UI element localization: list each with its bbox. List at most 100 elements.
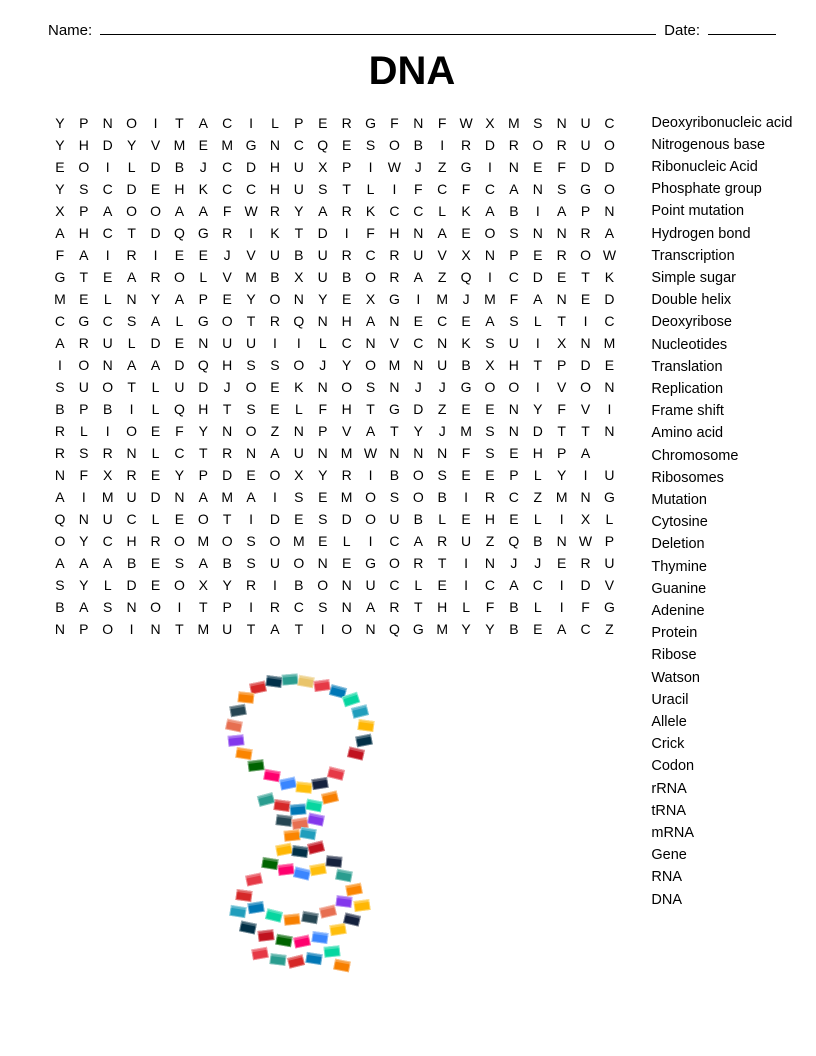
grid-cell: T: [287, 618, 311, 640]
grid-cell: C: [526, 574, 550, 596]
grid-cell: T: [550, 420, 574, 442]
flag-icon: [290, 803, 307, 815]
grid-cell: X: [359, 288, 383, 310]
grid-row: NPOINTMUTATIONQGMYYBEACZ: [48, 618, 621, 640]
grid-cell: J: [215, 244, 239, 266]
grid-cell: D: [263, 508, 287, 530]
date-input-line[interactable]: [708, 18, 776, 35]
grid-cell: Q: [287, 310, 311, 332]
grid-cell: A: [72, 552, 96, 574]
grid-cell: N: [550, 222, 574, 244]
grid-cell: E: [311, 530, 335, 552]
grid-cell: L: [72, 420, 96, 442]
grid-cell: P: [597, 530, 621, 552]
flag-icon: [257, 792, 275, 807]
grid-cell: Y: [287, 200, 311, 222]
grid-cell: B: [215, 552, 239, 574]
grid-cell: N: [359, 618, 383, 640]
grid-cell: M: [215, 134, 239, 156]
grid-cell: N: [502, 156, 526, 178]
grid-cell: D: [144, 486, 168, 508]
grid-cell: S: [48, 574, 72, 596]
grid-cell: A: [430, 222, 454, 244]
grid-row: SYLDEOXYRIBONUCLEICACIDV: [48, 574, 621, 596]
grid-cell: Z: [526, 486, 550, 508]
grid-row: AIMUDNAMAISEMOSOBIRCZMNG: [48, 486, 621, 508]
grid-cell: B: [526, 530, 550, 552]
grid-cell: G: [72, 310, 96, 332]
grid-cell: T: [382, 420, 406, 442]
grid-cell: R: [48, 442, 72, 464]
grid-cell: L: [144, 508, 168, 530]
flag-icon: [313, 678, 330, 691]
grid-cell: W: [359, 442, 383, 464]
grid-cell: D: [574, 574, 598, 596]
grid-cell: L: [454, 596, 478, 618]
grid-cell: T: [239, 618, 263, 640]
grid-cell: I: [239, 596, 263, 618]
grid-cell: A: [191, 486, 215, 508]
flag-icon: [357, 718, 374, 731]
grid-cell: R: [430, 530, 454, 552]
grid-cell: U: [263, 552, 287, 574]
word-list: Deoxyribonucleic acidNitrogenous baseRib…: [651, 112, 792, 911]
grid-cell: C: [597, 112, 621, 134]
grid-cell: P: [72, 112, 96, 134]
grid-cell: S: [478, 442, 502, 464]
grid-cell: E: [526, 244, 550, 266]
grid-cell: C: [359, 244, 383, 266]
grid-cell: L: [597, 508, 621, 530]
grid-cell: E: [311, 112, 335, 134]
grid-cell: K: [287, 376, 311, 398]
grid-cell: G: [597, 596, 621, 618]
grid-cell: H: [72, 222, 96, 244]
grid-cell: Y: [48, 112, 72, 134]
grid-cell: C: [120, 508, 144, 530]
grid-cell: A: [359, 310, 383, 332]
grid-cell: T: [120, 376, 144, 398]
grid-cell: X: [96, 464, 120, 486]
grid-cell: E: [430, 574, 454, 596]
grid-cell: E: [72, 288, 96, 310]
grid-cell: P: [215, 596, 239, 618]
flag-icon: [229, 904, 247, 917]
flag-icon: [235, 888, 252, 901]
grid-cell: R: [144, 530, 168, 552]
grid-cell: N: [335, 596, 359, 618]
grid-cell: B: [454, 354, 478, 376]
grid-cell: M: [478, 288, 502, 310]
grid-cell: B: [406, 508, 430, 530]
grid-cell: I: [430, 134, 454, 156]
flag-icon: [335, 868, 353, 882]
grid-cell: U: [574, 112, 598, 134]
grid-cell: I: [478, 266, 502, 288]
grid-cell: F: [478, 596, 502, 618]
grid-cell: U: [311, 244, 335, 266]
grid-cell: H: [263, 156, 287, 178]
grid-cell: N: [430, 332, 454, 354]
flag-icon: [251, 946, 269, 960]
flag-icon: [229, 703, 247, 717]
grid-cell: E: [144, 178, 168, 200]
grid-cell: X: [550, 332, 574, 354]
grid-cell: P: [72, 200, 96, 222]
grid-cell: I: [359, 156, 383, 178]
word-item: Deoxyribose: [651, 311, 792, 333]
grid-cell: H: [215, 354, 239, 376]
grid-cell: J: [311, 354, 335, 376]
grid-cell: G: [382, 288, 406, 310]
grid-cell: M: [430, 618, 454, 640]
grid-cell: Y: [454, 618, 478, 640]
grid-cell: S: [287, 486, 311, 508]
grid-cell: L: [526, 596, 550, 618]
grid-row: AHCTDQGRIKTDIFHNAEOSNNRA: [48, 222, 621, 244]
grid-cell: V: [574, 398, 598, 420]
grid-cell: A: [48, 552, 72, 574]
grid-cell: N: [430, 442, 454, 464]
word-item: Deoxyribonucleic acid: [651, 112, 792, 134]
grid-cell: G: [597, 486, 621, 508]
grid-cell: N: [144, 618, 168, 640]
grid-cell: A: [48, 222, 72, 244]
grid-cell: A: [526, 288, 550, 310]
name-input-line[interactable]: [100, 18, 656, 35]
